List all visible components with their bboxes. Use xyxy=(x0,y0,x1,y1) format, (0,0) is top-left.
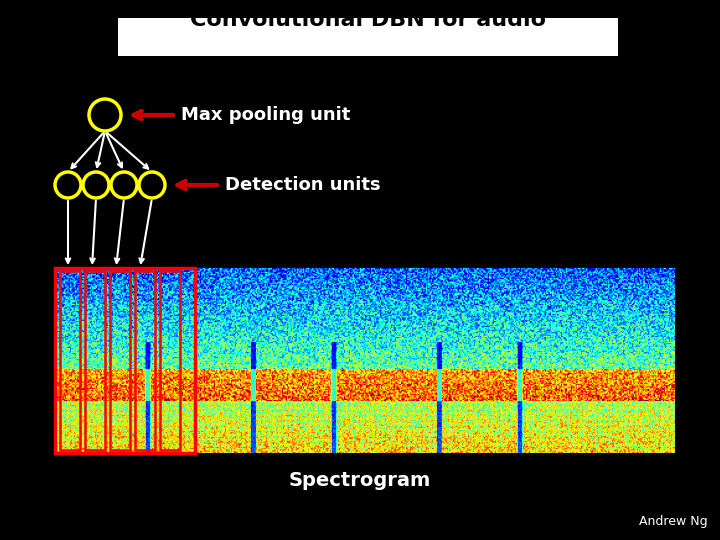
Text: Spectrogram: Spectrogram xyxy=(289,471,431,490)
Bar xyxy=(110,271,130,450)
Bar xyxy=(160,271,180,450)
Text: Max pooling unit: Max pooling unit xyxy=(181,106,351,124)
Text: Detection units: Detection units xyxy=(225,176,381,194)
Bar xyxy=(60,271,80,450)
Bar xyxy=(85,271,105,450)
Bar xyxy=(135,271,155,450)
Text: Andrew Ng: Andrew Ng xyxy=(639,515,708,528)
Text: Convolutional DBN for audio: Convolutional DBN for audio xyxy=(190,10,546,30)
Bar xyxy=(55,268,195,453)
Bar xyxy=(118,18,618,56)
